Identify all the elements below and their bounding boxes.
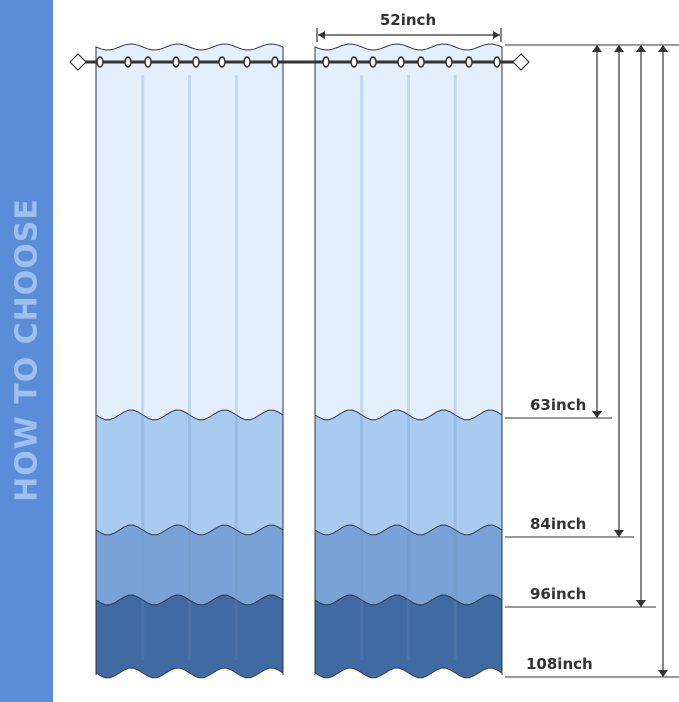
length-measurements: 63inch 84inch 96inch 108inch — [505, 44, 679, 678]
length-label: 108inch — [526, 655, 593, 673]
grommet-icon — [493, 56, 501, 68]
grommet-icon — [397, 56, 405, 68]
finial-icon — [512, 53, 530, 71]
grommet-icon — [322, 56, 330, 68]
grommet-icon — [243, 56, 251, 68]
width-label: 52inch — [380, 11, 436, 29]
measure-84inch: 84inch — [505, 45, 634, 538]
grommet-icon — [445, 56, 453, 68]
grommet-icon — [192, 56, 200, 68]
grommet-icon — [218, 56, 226, 68]
sidebar: HOW TO CHOOSE — [0, 0, 53, 702]
length-label: 84inch — [530, 515, 586, 533]
grommet-icon — [144, 56, 152, 68]
grommet-icon — [417, 56, 425, 68]
curtain-rod — [69, 53, 530, 71]
grommet-icon — [96, 56, 104, 68]
grommet-icon — [350, 56, 358, 68]
grommet-icon — [124, 56, 132, 68]
left-curtain-panel — [95, 43, 284, 679]
length-label: 63inch — [530, 396, 586, 414]
width-measurement: 52inch — [316, 11, 502, 42]
measure-108inch: 108inch — [505, 45, 679, 678]
measure-96inch: 96inch — [505, 45, 656, 608]
length-label: 96inch — [530, 585, 586, 603]
curtain-edge — [314, 47, 503, 675]
grommet-icon — [271, 56, 279, 68]
grommet-icon — [172, 56, 180, 68]
grommet-icon — [369, 56, 377, 68]
grommet-icon — [465, 56, 473, 68]
measure-63inch: 63inch — [505, 45, 612, 419]
finial-icon — [69, 53, 87, 71]
right-curtain-panel — [314, 43, 503, 679]
curtain-edge — [95, 47, 284, 675]
